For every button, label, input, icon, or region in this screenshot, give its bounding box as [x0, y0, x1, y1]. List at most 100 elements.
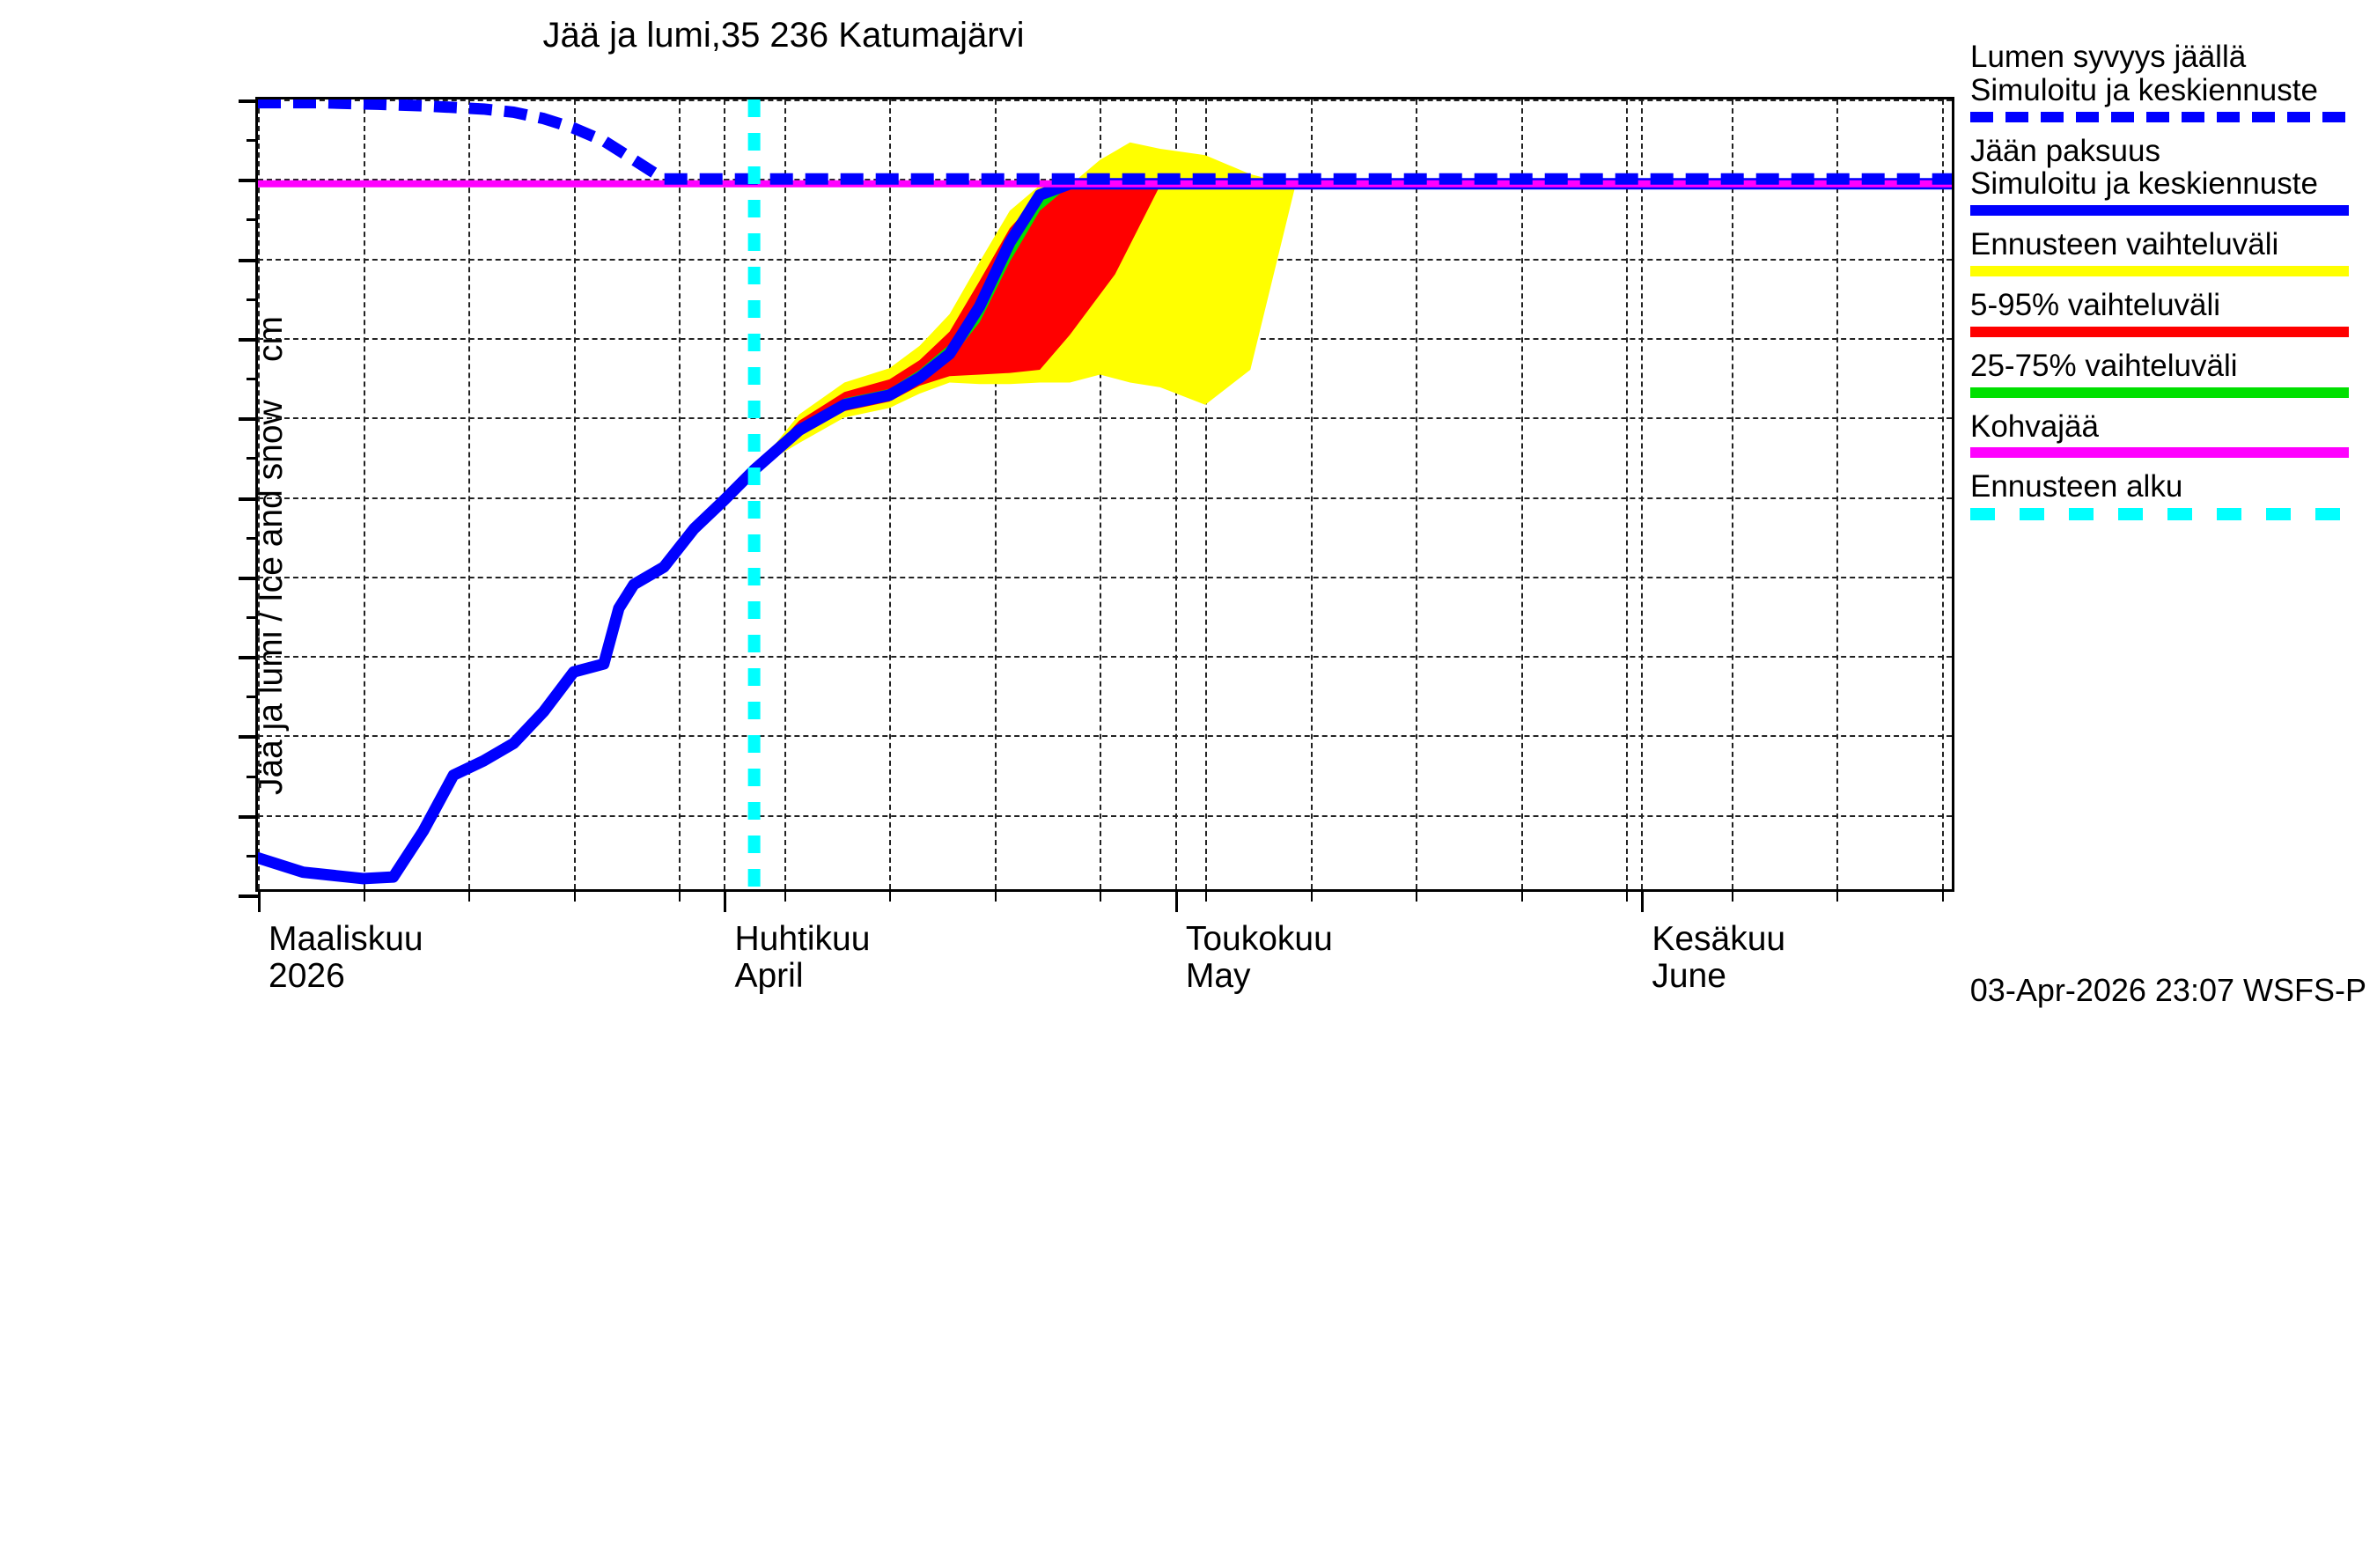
legend-item-subtitle: Simuloitu ja keskiennuste	[1970, 166, 2318, 202]
grid-line-vertical	[1731, 99, 1733, 889]
x-axis-month-label: Huhtikuu April	[734, 921, 870, 994]
x-tick-week	[1731, 889, 1733, 902]
grid-line-vertical	[1100, 99, 1102, 889]
x-axis-month-label: Maaliskuu 2026	[269, 921, 423, 994]
grid-line-horizontal	[258, 656, 1952, 659]
grid-line-vertical	[1310, 99, 1313, 889]
x-tick-week	[1416, 889, 1418, 902]
ice-thickness-line	[258, 178, 1952, 885]
legend-item-title: 5-95% vaihteluväli	[1970, 287, 2221, 322]
x-label-en: May	[1185, 956, 1251, 995]
x-label-fi: Kesäkuu	[1652, 920, 1786, 958]
x-tick-week	[889, 889, 892, 902]
grid-line-vertical	[1174, 99, 1177, 889]
legend-swatch-slush-ice	[1970, 447, 2349, 459]
grid-line-vertical	[1641, 99, 1644, 889]
grid-line-vertical	[889, 99, 892, 889]
x-tick-month	[1174, 889, 1178, 912]
grid-line-vertical	[258, 99, 260, 889]
y-tick-minor	[247, 378, 258, 381]
y-tick-mark	[239, 656, 258, 660]
chart-svg	[258, 99, 1952, 889]
legend-item-range-25-75: 25-75% vaihteluväli	[1970, 349, 2366, 398]
y-tick-minor	[247, 696, 258, 699]
x-tick-week	[1836, 889, 1839, 902]
y-tick-minor	[247, 139, 258, 143]
x-tick-week	[784, 889, 786, 902]
grid-line-vertical	[1520, 99, 1523, 889]
grid-line-vertical	[468, 99, 471, 889]
x-tick-week	[468, 889, 471, 902]
y-tick-minor	[247, 775, 258, 778]
x-label-fi: Maaliskuu	[269, 920, 423, 958]
grid-line-horizontal	[258, 814, 1952, 817]
x-tick-week	[679, 889, 681, 902]
x-label-en: June	[1652, 956, 1726, 995]
x-tick-month	[724, 889, 727, 912]
grid-line-vertical	[573, 99, 576, 889]
x-tick-week	[1941, 889, 1944, 902]
x-tick-week	[994, 889, 997, 902]
grid-line-vertical	[1626, 99, 1629, 889]
y-tick-mark	[239, 576, 258, 580]
legend-swatch-forecast-range	[1970, 265, 2349, 276]
x-label-en: 2026	[269, 956, 345, 995]
x-axis-month-label: Toukokuu May	[1186, 921, 1333, 994]
y-tick-minor	[247, 536, 258, 540]
x-tick-week	[1626, 889, 1629, 902]
legend-item-slush-ice: Kohvajää	[1970, 409, 2366, 459]
plot-area: Jää ja lumi / Ice and snow cm 50-5-10-15…	[239, 97, 1954, 994]
grid-line-vertical	[363, 99, 365, 889]
x-tick-month	[1641, 889, 1645, 912]
legend-swatch-ice-thickness	[1970, 205, 2349, 217]
legend-swatch-snow-depth-on-ice	[1970, 111, 2349, 122]
chart-legend: Lumen syvyys jäällä Simuloitu ja keskienn…	[1970, 40, 2366, 533]
grid-line-horizontal	[258, 417, 1952, 420]
x-tick-week	[1205, 889, 1208, 902]
grid-line-horizontal	[258, 735, 1952, 738]
y-tick-mark	[239, 99, 258, 103]
y-tick-minor	[247, 457, 258, 460]
y-tick-mark	[239, 179, 258, 183]
grid-line-vertical	[784, 99, 786, 889]
snow-depth-line	[258, 99, 1952, 185]
y-tick-mark	[239, 497, 258, 501]
grid-line-vertical	[1205, 99, 1208, 889]
y-tick-mark	[239, 258, 258, 262]
legend-item-title: Ennusteen vaihteluväli	[1970, 227, 2279, 262]
x-tick-month	[258, 889, 261, 912]
grid-line-vertical	[994, 99, 997, 889]
x-label-fi: Toukokuu	[1185, 920, 1333, 958]
legend-item-ice-thickness: Jään paksuus Simuloitu ja keskiennuste	[1970, 133, 2366, 217]
x-label-en: April	[734, 956, 804, 995]
legend-item-snow-depth-on-ice: Lumen syvyys jäällä Simuloitu ja keskienn…	[1970, 40, 2366, 122]
y-tick-mark	[239, 337, 258, 342]
x-tick-week	[363, 889, 365, 902]
chart-title: Jää ja lumi,35 236 Katumajärvi	[542, 16, 1025, 55]
grid-line-horizontal	[258, 497, 1952, 499]
chart-page: Jää ja lumi,35 236 Katumajärvi Jää ja lu…	[239, 16, 2366, 1008]
legend-swatch-range-5-95	[1970, 326, 2349, 337]
legend-item-title: Jään paksuus	[1970, 133, 2160, 168]
legend-item-forecast-start: Ennusteen alku	[1970, 469, 2366, 521]
y-tick-minor	[247, 854, 258, 858]
legend-swatch-range-25-75	[1970, 386, 2349, 398]
y-tick-minor	[247, 615, 258, 619]
x-tick-week	[1520, 889, 1523, 902]
grid-line-horizontal	[258, 576, 1952, 578]
legend-swatch-forecast-start	[1970, 508, 2349, 521]
y-tick-minor	[247, 218, 258, 222]
grid-line-vertical	[1836, 99, 1839, 889]
y-tick-mark	[239, 814, 258, 819]
legend-item-subtitle: Simuloitu ja keskiennuste	[1970, 72, 2318, 107]
legend-item-forecast-range: Ennusteen vaihteluväli	[1970, 228, 2366, 276]
legend-item-title: Lumen syvyys jäällä	[1970, 40, 2247, 74]
grid-line-vertical	[679, 99, 681, 889]
legend-item-title: Ennusteen alku	[1970, 469, 2183, 504]
y-tick-mark	[239, 894, 258, 898]
y-tick-mark	[239, 735, 258, 740]
x-tick-week	[573, 889, 576, 902]
legend-item-title: Kohvajää	[1970, 409, 2099, 444]
timestamp: 03-Apr-2026 23:07 WSFS-P	[1969, 972, 2366, 1008]
x-label-fi: Huhtikuu	[734, 920, 871, 958]
